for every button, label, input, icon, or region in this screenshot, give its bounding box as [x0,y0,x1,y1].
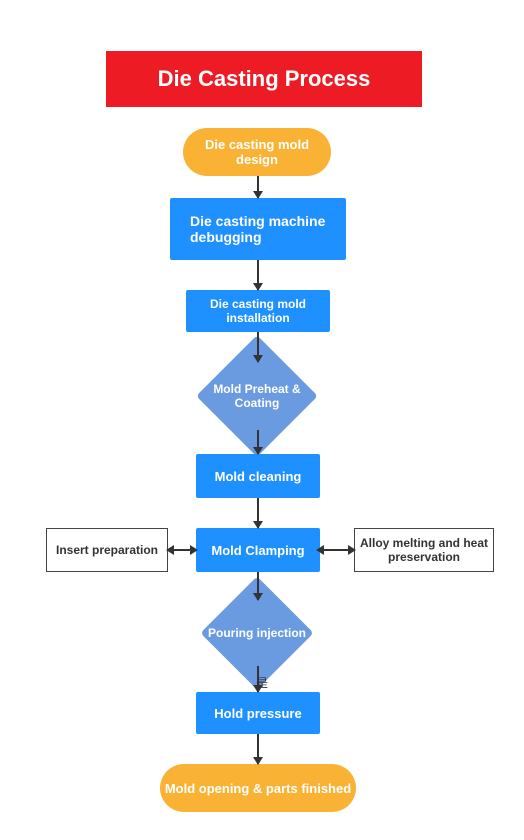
node-mold-clamping: Mold Clamping [196,528,320,572]
node-label: Die casting machine debugging [190,213,346,245]
arrow-down [257,572,259,600]
node-label: Die casting mold design [183,137,331,167]
arrow-down [257,176,259,198]
flowchart-canvas: Die Casting Process Die casting mold des… [0,0,524,840]
node-parts-finished: Mold opening & parts finished [160,764,356,812]
arrow-down [257,260,259,290]
node-label: Die casting mold installation [186,297,330,325]
node-hold-pressure: Hold pressure [196,692,320,734]
arrow-down [257,332,259,362]
node-label: Mold cleaning [215,469,302,484]
arrow-tip [190,545,198,555]
node-pouring-injection: Pouring injection [192,600,322,666]
edge-label-yes: 是 [256,674,268,691]
node-machine-debugging: Die casting machine debugging [170,198,346,260]
flowchart-title: Die Casting Process [106,51,422,107]
node-label: Insert preparation [56,543,158,557]
arrow-down [257,734,259,764]
node-mold-cleaning: Mold cleaning [196,454,320,498]
node-label: Pouring injection [192,626,322,640]
node-label: Mold opening & parts finished [165,781,351,796]
arrow-tip [316,545,324,555]
node-label: Hold pressure [214,706,301,721]
arrow-tip [166,545,174,555]
node-mold-installation: Die casting mold installation [186,290,330,332]
arrow-down [257,498,259,528]
arrow-tip [348,545,356,555]
node-insert-preparation: Insert preparation [46,528,168,572]
node-alloy-melting: Alloy melting and heat preservation [354,528,494,572]
node-preheat-coating: Mold Preheat & Coating [182,362,332,430]
node-mold-design: Die casting mold design [183,128,331,176]
node-label: Mold Clamping [211,543,304,558]
node-label: Mold Preheat & Coating [182,382,332,410]
arrow-down [257,430,259,454]
edge-right [320,549,350,551]
node-label: Alloy melting and heat preservation [355,536,493,564]
